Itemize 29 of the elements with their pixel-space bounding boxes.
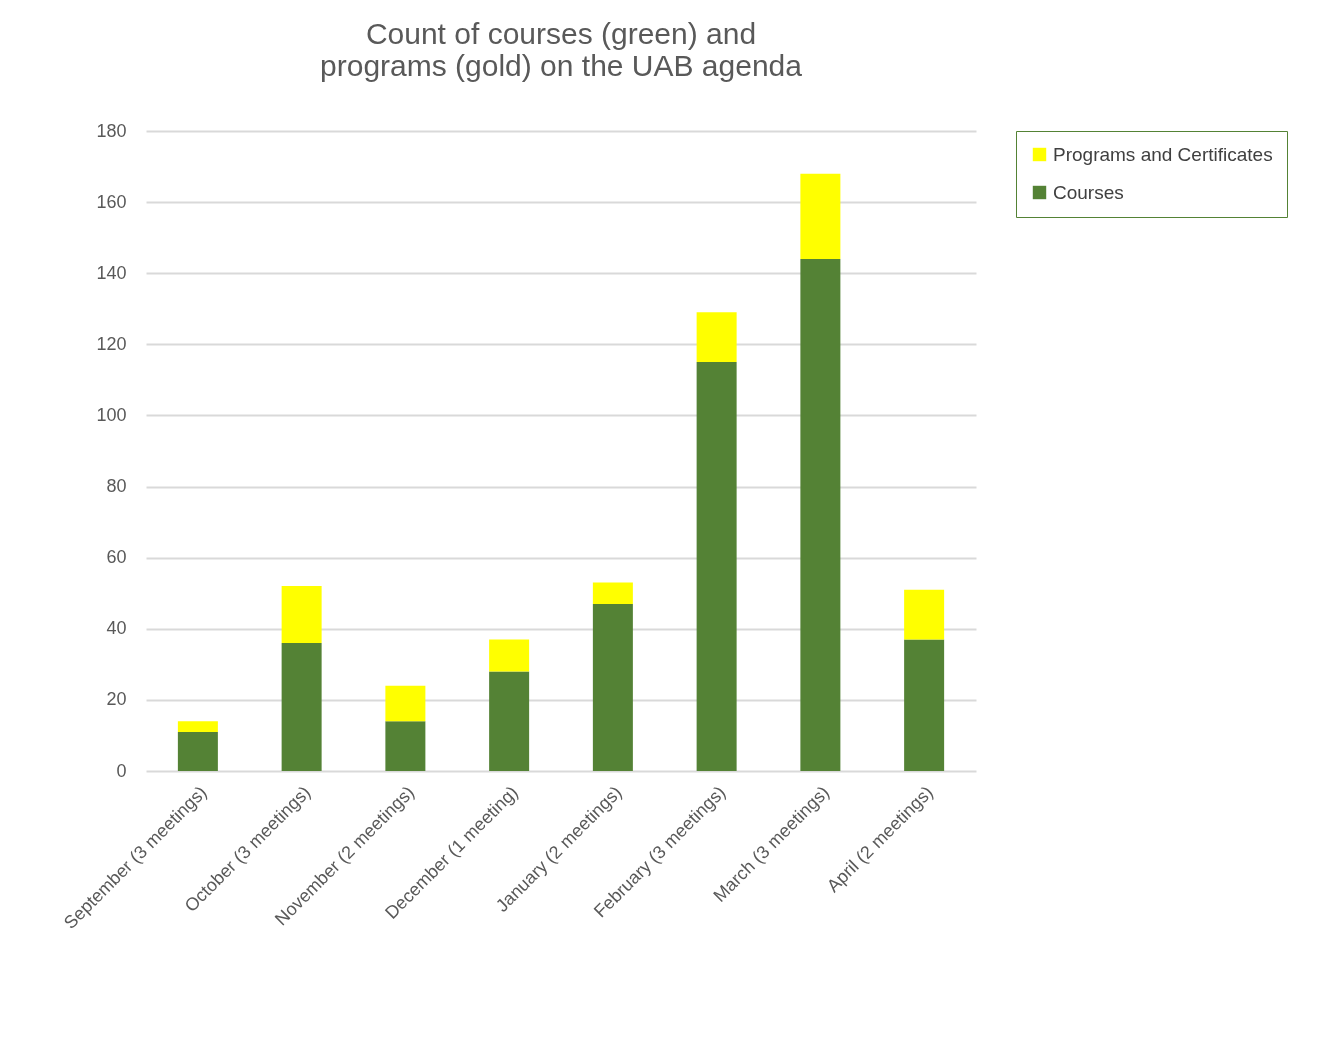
bar	[177, 721, 218, 732]
legend-label: Courses	[1053, 181, 1124, 203]
bar	[385, 721, 426, 771]
bar	[696, 362, 737, 771]
y-tick-label: 80	[106, 476, 127, 497]
y-tick-label: 100	[96, 404, 127, 425]
bar	[385, 685, 426, 722]
y-tick-label: 140	[96, 262, 127, 283]
y-tick-label: 20	[106, 689, 127, 710]
bar	[800, 173, 841, 259]
bar	[592, 582, 633, 604]
legend-label: Programs and Certificates	[1053, 143, 1273, 165]
bar	[177, 731, 218, 771]
bar	[696, 312, 737, 363]
bar	[489, 671, 530, 771]
bar	[904, 639, 945, 771]
bar	[281, 643, 322, 771]
y-tick-label: 0	[116, 760, 127, 781]
y-tick-label: 180	[96, 120, 127, 141]
y-tick-label: 120	[96, 333, 127, 354]
bar	[800, 259, 841, 771]
y-tick-label: 60	[106, 547, 127, 568]
bar	[489, 639, 530, 672]
chart-title: Count of courses (green) and programs (gold) on the UAB agenda	[320, 17, 803, 82]
bar	[904, 589, 945, 640]
y-tick-label: 160	[96, 191, 127, 212]
bar	[592, 603, 633, 771]
bar	[281, 586, 322, 643]
y-tick-label: 40	[106, 618, 127, 639]
